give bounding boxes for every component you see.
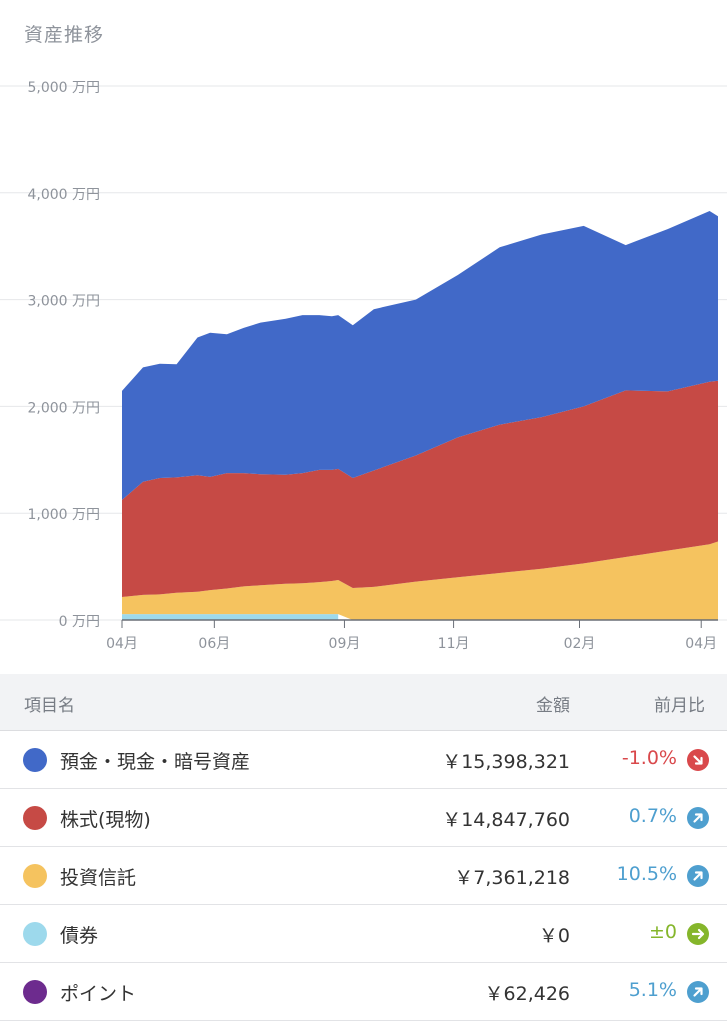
color-dot bbox=[23, 864, 47, 888]
row-amount: ￥15,398,321 bbox=[442, 751, 570, 773]
y-tick-label: 2,000 万円 bbox=[27, 400, 100, 416]
x-tick-label: 06月 bbox=[198, 636, 230, 652]
arrow-up-right-icon bbox=[687, 981, 709, 1003]
table-row[interactable]: ポイント ￥62,426 5.1% bbox=[0, 963, 727, 1021]
asset-trend-chart: 0 万円 1,000 万円 2,000 万円 3,000 万円 4,000 万円 5,00… bbox=[0, 80, 727, 652]
series-area-bond bbox=[122, 614, 718, 620]
color-dot bbox=[23, 980, 47, 1004]
table-header: 項目名 金額 前月比 bbox=[0, 674, 727, 731]
color-dot bbox=[23, 748, 47, 772]
x-tick-label: 11月 bbox=[438, 636, 470, 652]
row-name: 投資信託 bbox=[60, 867, 137, 889]
x-tick-label: 04月 bbox=[106, 636, 138, 652]
row-change: -1.0% bbox=[621, 747, 677, 769]
y-tick-label: 4,000 万円 bbox=[27, 187, 100, 203]
color-dot bbox=[23, 922, 47, 946]
row-change: 5.1% bbox=[628, 979, 677, 1001]
column-header-change: 前月比 bbox=[654, 696, 705, 716]
arrow-up-right-icon bbox=[687, 807, 709, 829]
row-amount: ￥7,361,218 bbox=[454, 867, 570, 889]
table-row[interactable]: 預金・現金・暗号資産 ￥15,398,321 -1.0% bbox=[0, 731, 727, 789]
x-tick-label: 04月 bbox=[685, 636, 717, 652]
y-tick-label: 0 万円 bbox=[59, 614, 100, 630]
arrow-down-right-icon bbox=[687, 749, 709, 771]
series-area-fund bbox=[122, 541, 718, 620]
table-row[interactable]: 株式(現物) ￥14,847,760 0.7% bbox=[0, 789, 727, 847]
series-area-stock bbox=[122, 380, 718, 597]
table-row[interactable]: 債券 ￥0 ±0 bbox=[0, 905, 727, 963]
x-tick-label: 09月 bbox=[329, 636, 361, 652]
series-area-deposit bbox=[122, 211, 718, 500]
y-tick-label: 5,000 万円 bbox=[27, 80, 100, 96]
y-tick-label: 3,000 万円 bbox=[27, 294, 100, 310]
asset-table-body: 預金・現金・暗号資産 ￥15,398,321 -1.0% 株式(現物) ￥14,… bbox=[0, 731, 727, 1021]
row-name: 債券 bbox=[60, 925, 99, 947]
row-amount: ￥14,847,760 bbox=[442, 809, 570, 831]
y-tick-label: 1,000 万円 bbox=[27, 507, 100, 523]
row-amount: ￥62,426 bbox=[484, 983, 570, 1005]
table-row[interactable]: 投資信託 ￥7,361,218 10.5% bbox=[0, 847, 727, 905]
column-header-amount: 金額 bbox=[536, 696, 570, 716]
color-dot bbox=[23, 806, 47, 830]
arrow-right-icon bbox=[687, 923, 709, 945]
row-change: 10.5% bbox=[616, 863, 677, 885]
row-name: ポイント bbox=[60, 983, 137, 1005]
arrow-up-right-icon bbox=[687, 865, 709, 887]
x-tick-label: 02月 bbox=[564, 636, 596, 652]
row-change: ±0 bbox=[648, 921, 677, 943]
section-title: 資産推移 bbox=[24, 24, 105, 46]
row-name: 預金・現金・暗号資産 bbox=[60, 751, 251, 773]
row-change: 0.7% bbox=[628, 805, 677, 827]
row-name: 株式(現物) bbox=[60, 809, 151, 831]
row-amount: ￥0 bbox=[538, 925, 570, 947]
column-header-name: 項目名 bbox=[24, 696, 75, 716]
